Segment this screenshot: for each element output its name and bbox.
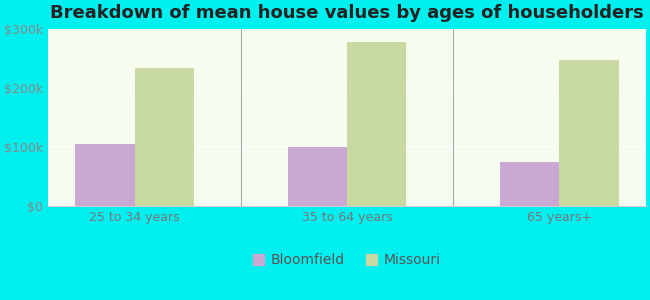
Bar xyxy=(75,144,135,206)
Bar xyxy=(287,147,347,206)
Bar xyxy=(500,162,559,206)
Title: Breakdown of mean house values by ages of householders: Breakdown of mean house values by ages o… xyxy=(50,4,644,22)
Bar xyxy=(347,42,406,206)
Bar xyxy=(135,68,194,206)
Legend: Bloomfield, Missouri: Bloomfield, Missouri xyxy=(248,248,447,273)
Bar xyxy=(559,60,619,206)
